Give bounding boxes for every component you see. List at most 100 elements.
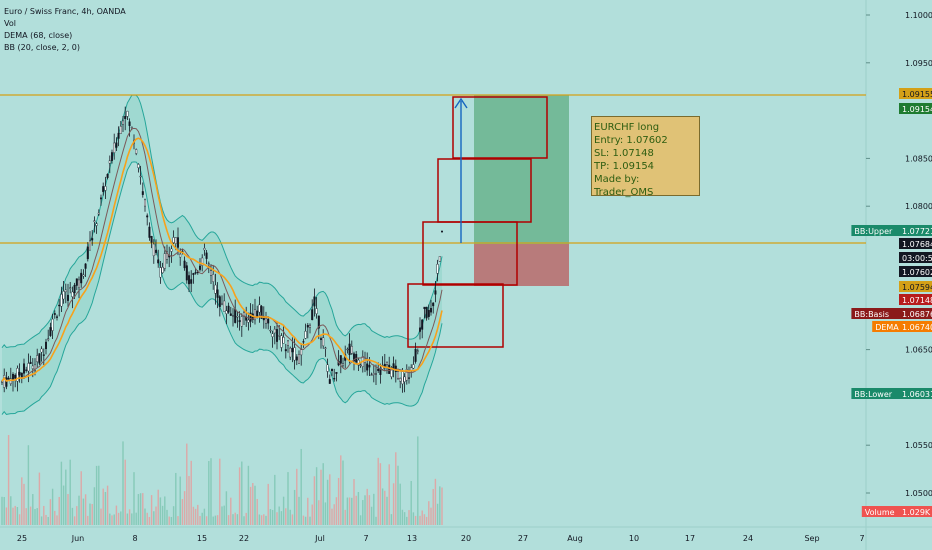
- candle-body: [91, 238, 94, 241]
- symbol-title[interactable]: Euro / Swiss Franc, 4h, OANDA: [4, 7, 126, 16]
- volume-bar: [139, 493, 142, 525]
- volume-bar: [333, 504, 335, 525]
- candle-body: [304, 330, 307, 339]
- bollinger-upper-line: [1, 94, 443, 349]
- volume-bar: [14, 505, 16, 525]
- candle-body: [253, 309, 256, 321]
- volume-bar: [401, 509, 404, 525]
- price-tick-label: 1.06500: [905, 346, 932, 355]
- volume-bar: [36, 508, 38, 525]
- volume-bar: [144, 508, 146, 525]
- time-axis[interactable]: 25 Jun 8 15 22 Jul 7 13 20 27 Aug 10 17 24 Sep 7: [17, 534, 865, 543]
- candle-body: [425, 306, 428, 319]
- time-tick-label: Jul: [314, 534, 325, 543]
- candle-body: [60, 294, 63, 307]
- volume-bar: [227, 515, 230, 525]
- candle-body: [328, 379, 331, 384]
- volume-bar: [276, 512, 278, 525]
- price-tick-label: 1.08000: [905, 202, 932, 211]
- volume-bar: [379, 463, 382, 525]
- volume-bar: [230, 497, 232, 525]
- time-tick-label: 20: [461, 534, 471, 543]
- candle-body: [42, 354, 45, 356]
- volume-bar: [260, 515, 263, 525]
- candle-body: [249, 312, 252, 322]
- volume-bar: [344, 509, 346, 525]
- candle-body: [104, 186, 107, 191]
- volume-bar: [142, 493, 144, 525]
- volume-bar: [436, 503, 439, 525]
- candle-body: [227, 305, 230, 313]
- candle-body: [386, 362, 389, 365]
- legend-bb[interactable]: BB (20, close, 2, 0): [4, 43, 80, 52]
- candle-body: [51, 318, 54, 331]
- price-tag-bg: [899, 238, 932, 249]
- price-tag-label-bg: [851, 388, 899, 399]
- candle-body: [130, 126, 133, 128]
- candle-body: [29, 361, 32, 364]
- price-tag-value: 1.07684: [902, 240, 932, 249]
- candle-body: [421, 319, 424, 330]
- candle-body: [66, 294, 69, 301]
- candle-body: [9, 378, 12, 384]
- projection-box-3[interactable]: [437, 158, 532, 223]
- price-tag-bg: [899, 321, 932, 332]
- candle-body: [137, 164, 140, 168]
- candle-body: [273, 328, 276, 334]
- volume-bar: [307, 497, 309, 525]
- trade-note[interactable]: EURCHF long Entry: 1.07602 SL: 1.07148 T…: [591, 116, 700, 198]
- candle-body: [161, 267, 164, 273]
- volume-bar: [87, 515, 89, 525]
- candle-body: [128, 121, 131, 126]
- candle-body: [397, 371, 400, 379]
- candle-body: [353, 353, 356, 362]
- volume-bar: [194, 508, 197, 525]
- volume-bar: [322, 463, 324, 525]
- volume-bar: [430, 507, 432, 525]
- projection-box-1[interactable]: [407, 283, 504, 348]
- candle-body: [295, 356, 298, 361]
- volume-bar: [313, 476, 316, 525]
- candle-body: [192, 273, 195, 275]
- time-tick-label: 7: [363, 534, 368, 543]
- candle-body: [399, 378, 402, 382]
- candle-body: [309, 324, 312, 328]
- time-tick-label: 7: [859, 534, 864, 543]
- candle-body: [86, 246, 89, 260]
- volume-bar: [381, 488, 384, 525]
- volume-bar: [397, 465, 399, 525]
- price-tag-label: BB:Upper: [854, 227, 893, 236]
- volume-bar: [183, 491, 186, 525]
- time-tick-label: 17: [685, 534, 695, 543]
- price-axis[interactable]: 1.10000 1.09500 1.08500 1.08000 1.06500 1.055…: [866, 11, 932, 498]
- volume-bar: [128, 509, 131, 525]
- candle-body: [434, 290, 437, 295]
- volume-bar: [3, 497, 5, 525]
- volume-bar: [223, 505, 225, 525]
- price-tag-value: 1.07602: [902, 268, 932, 277]
- candle-body: [436, 264, 439, 274]
- volume-bar: [170, 516, 173, 525]
- projection-box-4[interactable]: [452, 96, 548, 159]
- volume-bar: [386, 496, 388, 525]
- legend-dema[interactable]: DEMA (68, close): [4, 31, 73, 40]
- volume-bar: [432, 488, 434, 525]
- candle-body: [284, 349, 287, 352]
- price-tag-bg: [899, 294, 932, 305]
- volume-bars: [1, 435, 443, 525]
- candle-body: [183, 260, 186, 269]
- time-tick-label: 15: [197, 534, 207, 543]
- legend-vol[interactable]: Vol: [4, 19, 16, 28]
- note-line-1: EURCHF long: [594, 122, 660, 133]
- candle-body: [276, 329, 279, 342]
- price-tag-value: 1.07721: [902, 227, 932, 236]
- candle-body: [408, 377, 411, 379]
- candle-body: [317, 315, 320, 329]
- volume-bar: [157, 489, 159, 525]
- candle-body: [293, 347, 296, 361]
- candle-body: [218, 296, 221, 307]
- volume-bar: [287, 472, 289, 525]
- volume-bar: [18, 514, 21, 525]
